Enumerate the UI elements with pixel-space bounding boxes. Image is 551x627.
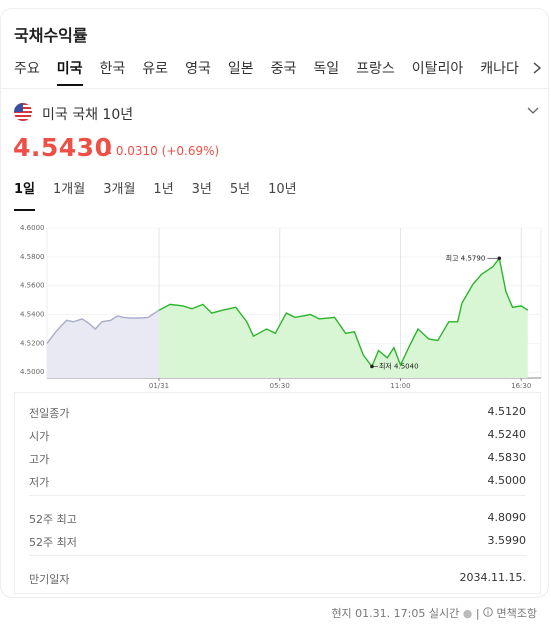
stat-label: 전일종가 [29, 407, 70, 420]
stat-row: 전일종가 4.5120 [29, 405, 526, 421]
y-tick-label: 4.5600 [20, 282, 45, 290]
stat-value: 4.8090 [487, 511, 527, 524]
period-tabs: 1일 1개월 3개월 1년 3년 5년 10년 [14, 180, 315, 211]
stat-row: 고가 4.5830 [29, 451, 526, 467]
annotation: 최저 4.5040 [379, 361, 419, 370]
country-tab[interactable]: 한국 [99, 61, 126, 77]
stat-label: 시가 [29, 430, 50, 443]
stat-value: 4.5000 [487, 474, 527, 487]
stat-label: 52주 최저 [29, 536, 77, 549]
stat-label: 52주 최고 [29, 513, 77, 526]
us-flag [14, 103, 32, 121]
country-tab[interactable]: 유로 [142, 61, 169, 77]
period-tab[interactable]: 3년 [191, 182, 212, 197]
info-icon [483, 607, 493, 617]
stat-row: 시가 4.5240 [29, 428, 526, 444]
stat-row: 만기일자 2034.11.15. [29, 571, 526, 587]
change-value: 0.0310 [115, 144, 158, 158]
y-tick-label: 4.5000 [20, 368, 45, 376]
price: 4.5430 [13, 133, 113, 162]
stat-label: 고가 [29, 453, 50, 466]
stat-value: 4.5830 [487, 451, 527, 464]
period-tab[interactable]: 5년 [229, 182, 251, 197]
stat-value: 4.5240 [487, 428, 527, 441]
x-tick-label: 01/31 [149, 382, 169, 390]
divider [29, 495, 526, 496]
series-line [158, 256, 529, 368]
country-tab[interactable]: 미국 [56, 58, 83, 86]
disclaimer[interactable]: 면책조항 [496, 607, 537, 620]
bond-name[interactable]: 미국 국채 10년 [42, 107, 134, 123]
stats-box: 전일종가 4.5120 시가 4.5240 고가 4.5830 저가 4.5000 52주 최고… [14, 392, 541, 594]
period-tab[interactable]: 1년 [153, 182, 174, 197]
chart: 4.5000 4.5200 4.5400 4.5600 4.5800 4.6000 01/3… [20, 224, 542, 390]
period-tab[interactable]: 1개월 [53, 182, 86, 197]
y-tick-label: 4.5400 [20, 311, 45, 319]
tabs-next[interactable] [530, 60, 544, 76]
country-tab[interactable]: 독일 [313, 61, 340, 77]
stat-label: 만기일자 [29, 573, 70, 586]
extreme-marker [497, 256, 502, 261]
x-tick-label: 05:30 [270, 382, 290, 390]
stat-value: 4.5120 [487, 405, 527, 418]
widget-title: 국채수익률 [14, 26, 88, 45]
divider [29, 555, 526, 556]
y-tick-label: 4.5800 [20, 253, 45, 261]
country-tab[interactable]: 이탈리아 [411, 61, 464, 77]
stat-row: 52주 최고 4.8090 [29, 511, 526, 527]
up-icon [104, 148, 112, 154]
y-tick-label: 4.5200 [20, 339, 45, 347]
divider [0, 88, 549, 89]
timestamp: 현지 01.31. 17:05 실시간 [331, 607, 460, 620]
dropdown-toggle[interactable] [526, 106, 540, 116]
change-percent: (+0.69%) [161, 144, 220, 158]
series-area [159, 258, 528, 378]
country-tab[interactable]: 캐나다 [480, 61, 519, 77]
x-tick-label: 16:30 [511, 382, 531, 390]
series-line [46, 309, 160, 344]
period-tab[interactable]: 10년 [268, 182, 297, 197]
period-tab[interactable]: 3개월 [103, 182, 136, 197]
country-tab[interactable]: 주요 [14, 61, 40, 77]
country-tab[interactable]: 프랑스 [356, 61, 395, 77]
country-tab[interactable]: 영국 [185, 61, 211, 77]
stat-row: 52주 최저 3.5990 [29, 534, 526, 550]
x-tick-label: 11:00 [390, 382, 410, 390]
country-tabs: 주요 미국 한국 유로 영국 일본 중국 독일 프랑스 이탈리아 캐나다 [14, 58, 526, 88]
stat-value: 2034.11.15. [459, 571, 526, 584]
stat-row: 저가 4.5000 [29, 474, 526, 490]
annotation: 최고 4.5790 [446, 253, 486, 262]
period-tab[interactable]: 1일 [14, 180, 36, 211]
stat-value: 3.5990 [487, 534, 527, 547]
country-tab[interactable]: 중국 [270, 61, 297, 77]
stat-label: 저가 [29, 476, 50, 489]
series-area [47, 310, 159, 378]
y-tick-label: 4.6000 [20, 224, 45, 232]
country-tab[interactable]: 일본 [227, 61, 254, 77]
card [0, 8, 549, 598]
price-change: 0.0310 (+0.69%) [104, 144, 219, 158]
footer: 현지 01.31. 17:05 실시간 ● | 면책조항 [331, 607, 537, 620]
